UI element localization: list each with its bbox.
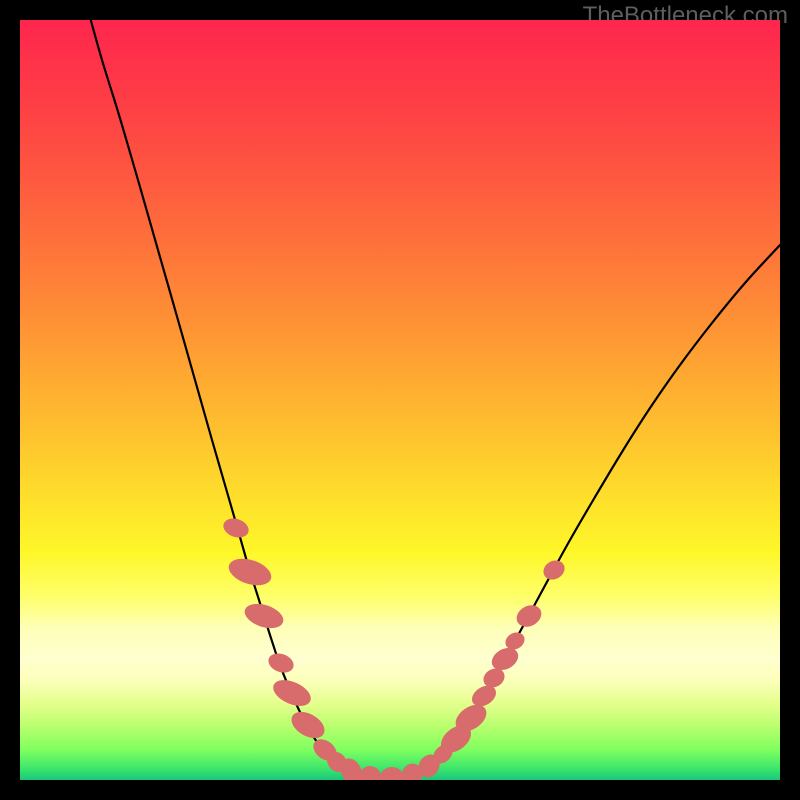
chart-frame: TheBottleneck.com: [0, 0, 800, 800]
gradient-background: [20, 20, 780, 780]
plot-area: [20, 20, 780, 780]
chart-svg: [20, 20, 780, 780]
